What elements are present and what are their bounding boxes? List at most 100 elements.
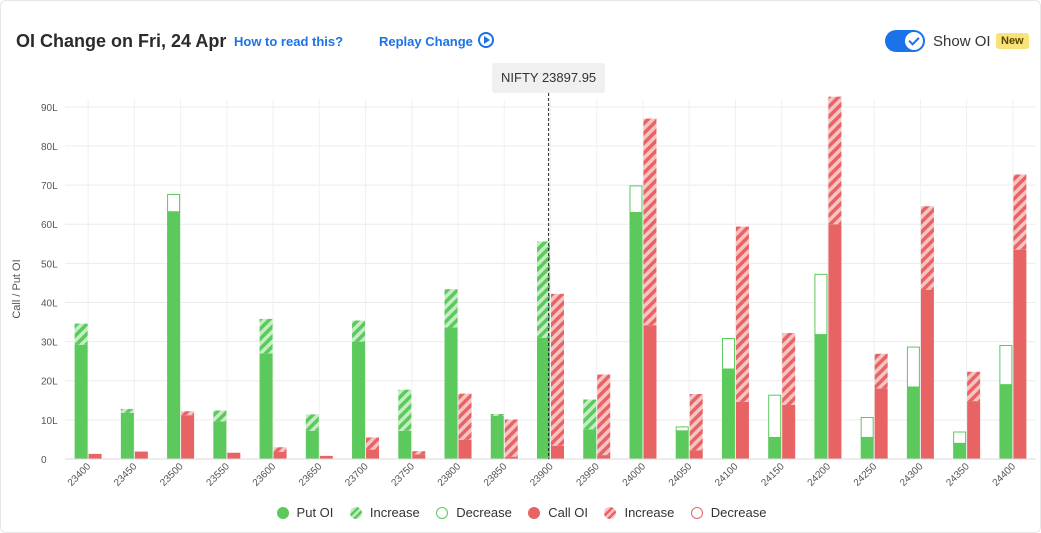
call-increase-bar bbox=[412, 451, 426, 455]
legend-call-decrease[interactable]: Decrease bbox=[690, 505, 767, 521]
legend-call-oi-label: Call OI bbox=[548, 505, 589, 521]
x-tick-label: 23900 bbox=[528, 461, 556, 489]
x-tick-label: 24150 bbox=[759, 461, 787, 489]
call-oi-bar bbox=[597, 455, 611, 459]
legend-call-increase[interactable]: Increase bbox=[604, 505, 674, 520]
put-oi-bar bbox=[444, 327, 458, 459]
call-oi-bar bbox=[504, 456, 518, 459]
x-tick-label: 24000 bbox=[621, 461, 649, 489]
oi-chart: 0 10L 20L 30L 40L 50L 60L 70L 80L 90L Call / Put O… bbox=[11, 63, 1036, 489]
call-increase-bar bbox=[366, 437, 380, 450]
call-oi-bar bbox=[366, 449, 380, 459]
show-oi-toggle[interactable] bbox=[885, 30, 925, 52]
call-increase-swatch bbox=[604, 507, 617, 520]
put-oi-bar bbox=[352, 341, 366, 459]
legend-call-decrease-label: Decrease bbox=[710, 505, 767, 521]
put-oi-bar bbox=[583, 429, 597, 459]
how-to-read-link[interactable]: How to read this? bbox=[234, 34, 344, 49]
x-tick-label: 24400 bbox=[991, 461, 1019, 489]
put-decrease-bar bbox=[953, 431, 967, 444]
legend-call-increase-label: Increase bbox=[624, 505, 675, 521]
call-increase-bar bbox=[273, 447, 287, 452]
x-tick-label: 23400 bbox=[66, 461, 94, 489]
y-tick-label: 40L bbox=[41, 298, 58, 309]
put-decrease-bar bbox=[721, 337, 735, 370]
put-oi-bar bbox=[213, 421, 227, 459]
call-increase-bar bbox=[181, 411, 195, 416]
put-oi-bar bbox=[629, 212, 643, 459]
call-increase-bar bbox=[504, 419, 518, 457]
x-tick-label: 23500 bbox=[158, 461, 186, 489]
put-decrease-bar bbox=[675, 426, 689, 432]
spot-price-tooltip bbox=[492, 63, 606, 93]
put-oi-bar bbox=[167, 211, 181, 459]
call-oi-bar bbox=[273, 451, 287, 459]
call-oi-bar bbox=[319, 455, 333, 459]
legend-put-increase[interactable]: Increase bbox=[349, 505, 420, 521]
x-tick-label: 24050 bbox=[667, 461, 695, 489]
x-tick-label: 24100 bbox=[713, 461, 741, 489]
call-increase-bar bbox=[597, 374, 611, 456]
call-increase-bar bbox=[458, 393, 472, 440]
put-oi-bar bbox=[74, 344, 88, 459]
put-increase-bar bbox=[74, 323, 88, 345]
put-increase-bar bbox=[213, 410, 227, 422]
y-tick-label: 20L bbox=[41, 377, 58, 388]
call-oi-bar bbox=[689, 450, 703, 459]
put-decrease-bar bbox=[906, 346, 920, 388]
x-tick-label: 23600 bbox=[251, 461, 279, 489]
call-increase-bar bbox=[735, 226, 749, 402]
replay-change-link[interactable]: Replay Change bbox=[379, 34, 473, 49]
x-tick-label: 24250 bbox=[852, 461, 880, 489]
legend-call-oi[interactable]: Call OI bbox=[528, 505, 588, 520]
call-oi-bar bbox=[88, 453, 102, 459]
call-increase-bar bbox=[920, 206, 934, 290]
call-increase-bar bbox=[643, 118, 657, 326]
chart-header: OI Change on Fri, 24 Apr How to read thi… bbox=[1, 1, 1041, 81]
call-oi-bar bbox=[1013, 249, 1027, 459]
put-increase-bar bbox=[305, 414, 319, 431]
call-increase-bar bbox=[782, 333, 796, 405]
call-oi-bar bbox=[458, 439, 472, 459]
call-oi-bar bbox=[412, 454, 426, 459]
y-tick-label: 90L bbox=[41, 103, 58, 114]
call-oi-bar bbox=[920, 289, 934, 459]
play-circle-icon[interactable] bbox=[478, 32, 494, 48]
y-tick-label: 60L bbox=[41, 220, 58, 231]
put-decrease-swatch bbox=[436, 507, 449, 520]
put-increase-bar bbox=[490, 414, 504, 416]
put-oi-bar bbox=[675, 430, 689, 459]
chart-area: 0 10L 20L 30L 40L 50L 60L 70L 80L 90L Call / Put O… bbox=[1, 61, 1041, 491]
call-oi-bar bbox=[967, 401, 981, 459]
x-tick-label: 24350 bbox=[944, 461, 972, 489]
call-oi-bar bbox=[874, 388, 888, 459]
call-oi-bar bbox=[643, 325, 657, 459]
put-increase-swatch bbox=[349, 507, 362, 520]
call-oi-bar bbox=[227, 452, 241, 459]
x-tick-label: 23550 bbox=[205, 461, 233, 489]
put-decrease-bar bbox=[629, 185, 643, 213]
x-tick-label: 23950 bbox=[574, 461, 602, 489]
legend-put-decrease-label: Decrease bbox=[456, 505, 512, 521]
legend-put-increase-label: Increase bbox=[369, 505, 420, 521]
call-oi-bar bbox=[782, 405, 796, 459]
put-oi-bar bbox=[999, 384, 1013, 459]
put-increase-bar bbox=[583, 399, 597, 430]
y-tick-label: 0 bbox=[41, 455, 47, 466]
put-increase-bar bbox=[120, 408, 134, 413]
call-increase-bar bbox=[551, 293, 564, 446]
y-tick-label: 50L bbox=[41, 259, 58, 270]
show-oi-label: Show OI bbox=[933, 33, 991, 50]
call-oi-bar bbox=[181, 415, 195, 459]
call-increase-bar bbox=[967, 371, 981, 402]
legend-put-decrease[interactable]: Decrease bbox=[436, 505, 512, 520]
put-increase-bar bbox=[537, 241, 550, 338]
call-increase-bar bbox=[1013, 174, 1027, 250]
put-oi-bar bbox=[953, 443, 967, 459]
x-tick-label: 23850 bbox=[482, 461, 510, 489]
put-decrease-bar bbox=[999, 345, 1013, 386]
x-tick-label: 23450 bbox=[112, 461, 140, 489]
legend-put-oi[interactable]: Put OI bbox=[276, 505, 333, 520]
x-tick-label: 24200 bbox=[806, 461, 834, 489]
